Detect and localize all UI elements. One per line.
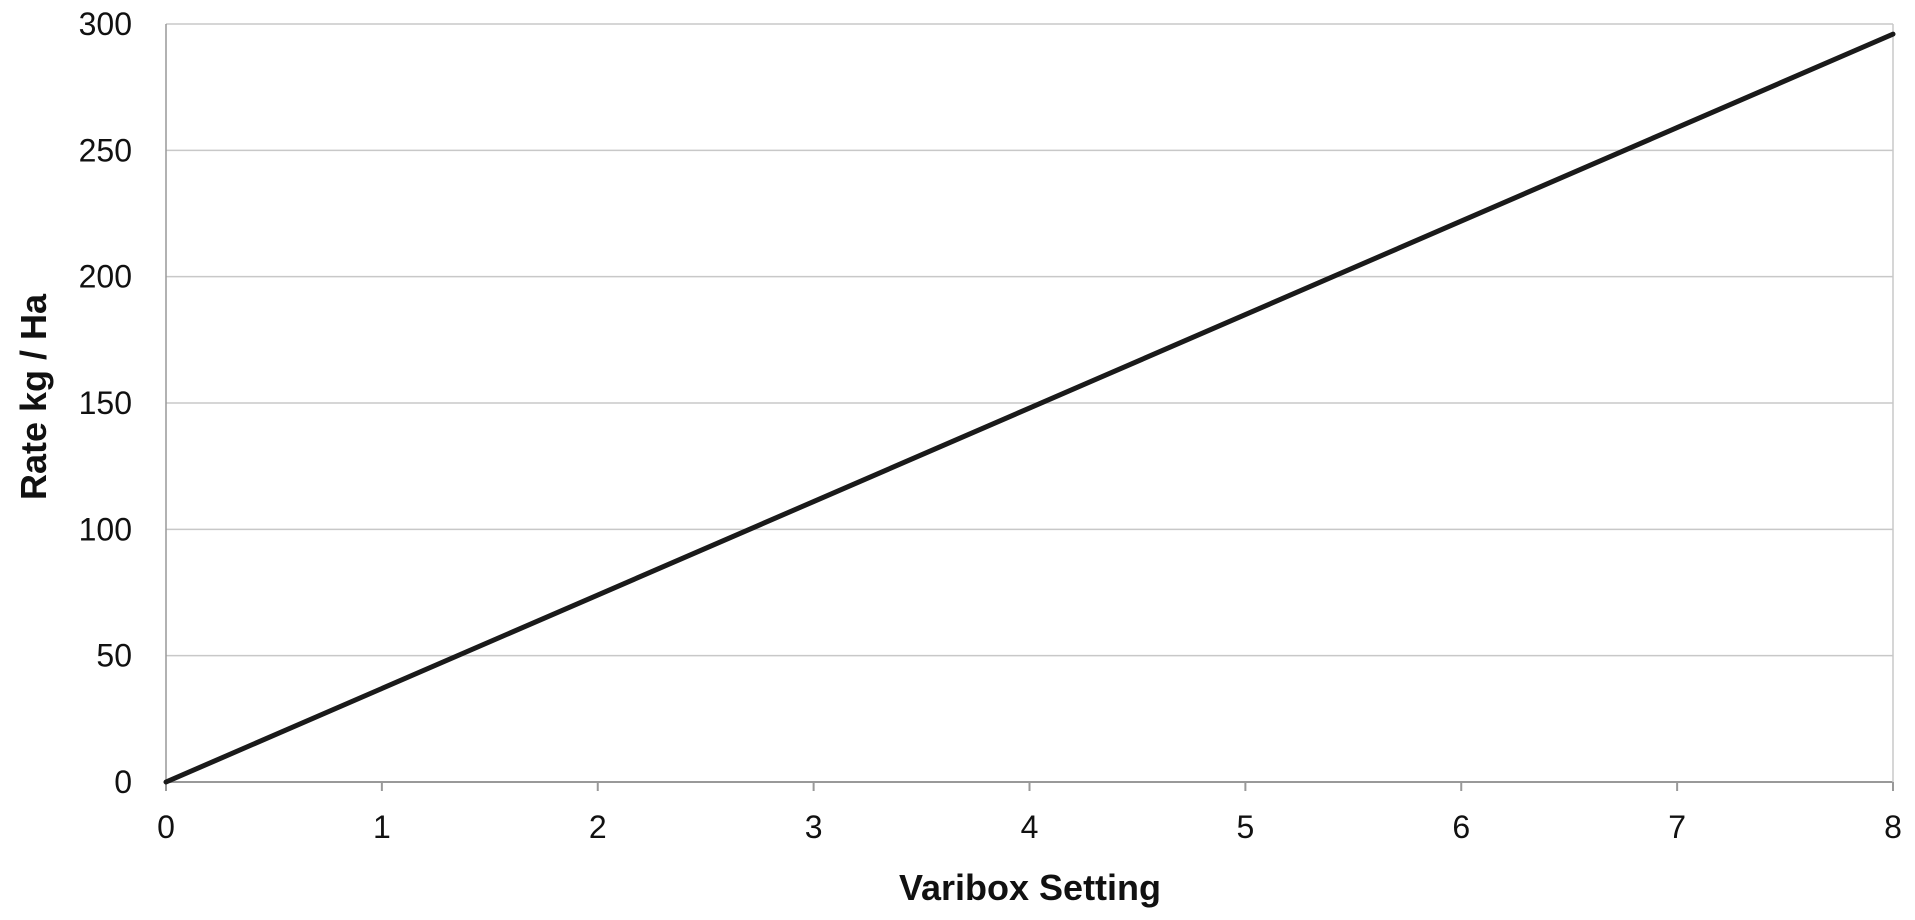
x-tick-label-5: 5 bbox=[1236, 809, 1254, 845]
series-line-0 bbox=[163, 31, 1896, 785]
y-tick-label-100: 100 bbox=[79, 511, 132, 547]
x-tick-label-8: 8 bbox=[1884, 809, 1902, 845]
x-tick-label-3: 3 bbox=[805, 809, 823, 845]
y-tick-label-300: 300 bbox=[79, 6, 132, 42]
y-axis-title: Rate kg / Ha bbox=[13, 293, 54, 500]
x-tick-label-7: 7 bbox=[1668, 809, 1686, 845]
y-tick-label-150: 150 bbox=[79, 385, 132, 421]
y-tick-label-50: 50 bbox=[96, 638, 132, 674]
x-tick-label-1: 1 bbox=[373, 809, 391, 845]
series-layer bbox=[163, 31, 1896, 785]
x-axis-ticks: 0 1 2 3 4 5 6 7 8 bbox=[157, 782, 1902, 845]
x-tick-label-0: 0 bbox=[157, 809, 175, 845]
x-tick-label-2: 2 bbox=[589, 809, 607, 845]
y-tick-label-200: 200 bbox=[79, 259, 132, 295]
y-tick-label-250: 250 bbox=[79, 132, 132, 168]
y-axis-ticks: 0 50 100 150 200 250 300 bbox=[79, 6, 132, 800]
grid-lines bbox=[166, 23, 1893, 657]
y-tick-label-0: 0 bbox=[114, 764, 132, 800]
x-tick-label-4: 4 bbox=[1021, 809, 1039, 845]
x-tick-label-6: 6 bbox=[1452, 809, 1470, 845]
x-axis-title: Varibox Setting bbox=[899, 867, 1161, 908]
